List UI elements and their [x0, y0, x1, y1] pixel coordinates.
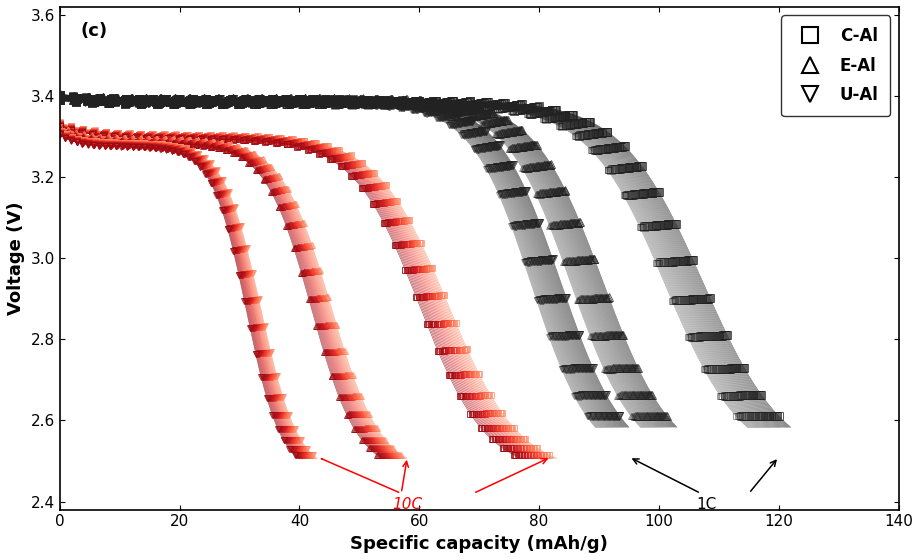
Legend: C-Al, E-Al, U-Al: C-Al, E-Al, U-Al: [780, 15, 890, 116]
Text: 10C: 10C: [391, 497, 422, 512]
Text: (c): (c): [81, 22, 108, 40]
Y-axis label: Voltage (V): Voltage (V): [7, 202, 25, 315]
X-axis label: Specific capacity (mAh/g): Specific capacity (mAh/g): [350, 535, 607, 553]
Text: 1C: 1C: [696, 497, 716, 512]
